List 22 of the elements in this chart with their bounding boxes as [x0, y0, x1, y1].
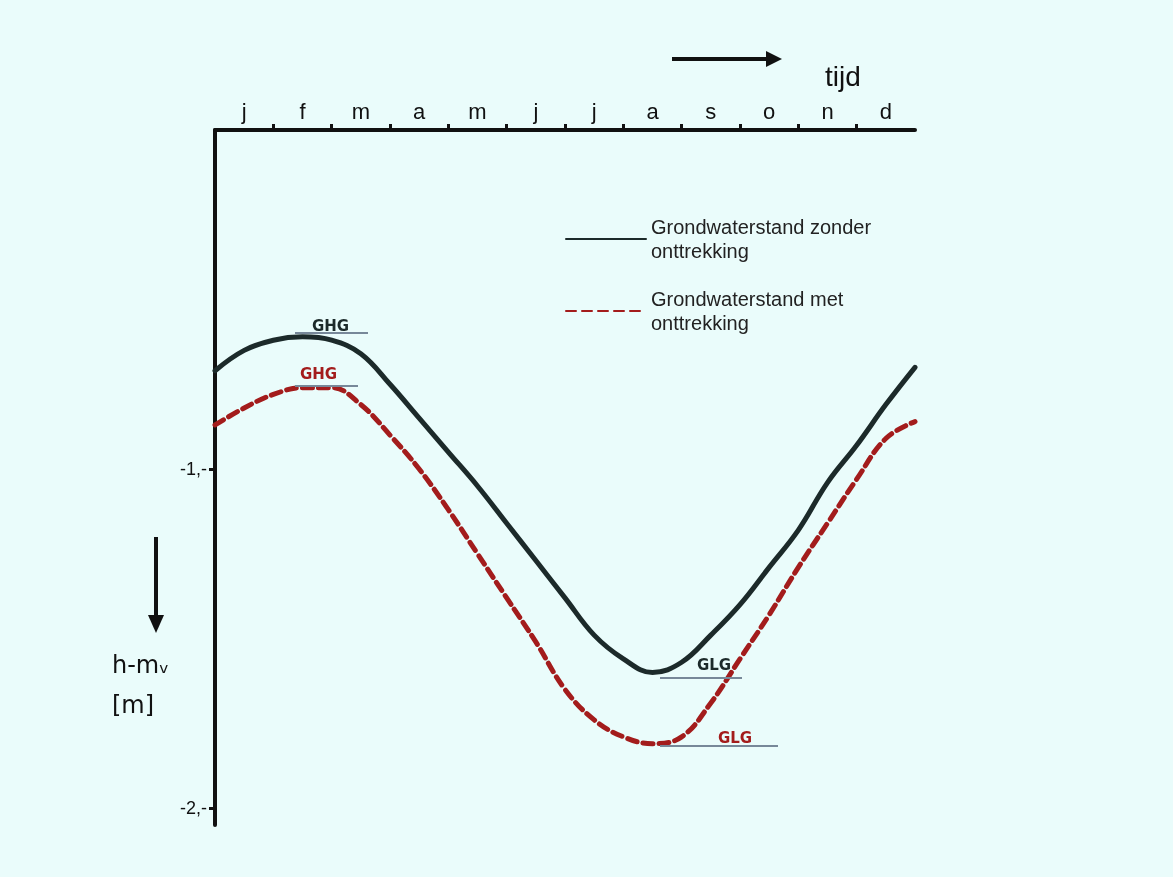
x-tick-label: f: [299, 98, 307, 124]
y-tick-label: -1,-: [180, 459, 208, 480]
legend-label: Grondwaterstand zonder onttrekking: [651, 216, 877, 262]
x-tick-label: j: [590, 98, 597, 124]
x-tick-label: a: [413, 98, 427, 124]
x-tick-label: o: [763, 98, 776, 124]
x-tick-label: d: [879, 98, 892, 124]
x-tick-label: m: [468, 98, 487, 124]
annotation: GHG: [312, 316, 350, 335]
annotation: GLG: [697, 655, 732, 674]
y-axis-title: h-mᵥ [m]: [112, 651, 170, 719]
x-tick-label: m: [351, 98, 370, 124]
x-tick-label: s: [705, 98, 717, 124]
x-axis-title: tijd: [825, 60, 861, 92]
legend-label: Grondwaterstand met onttrekking: [651, 288, 849, 334]
y-tick-label: -2,-: [180, 798, 208, 819]
annotation: GLG: [718, 728, 753, 747]
x-tick-label: j: [532, 98, 539, 124]
x-tick-label: n: [821, 98, 834, 124]
annotation: GHG: [300, 364, 338, 383]
x-tick-label: j: [240, 98, 247, 124]
x-tick-label: a: [646, 98, 660, 124]
